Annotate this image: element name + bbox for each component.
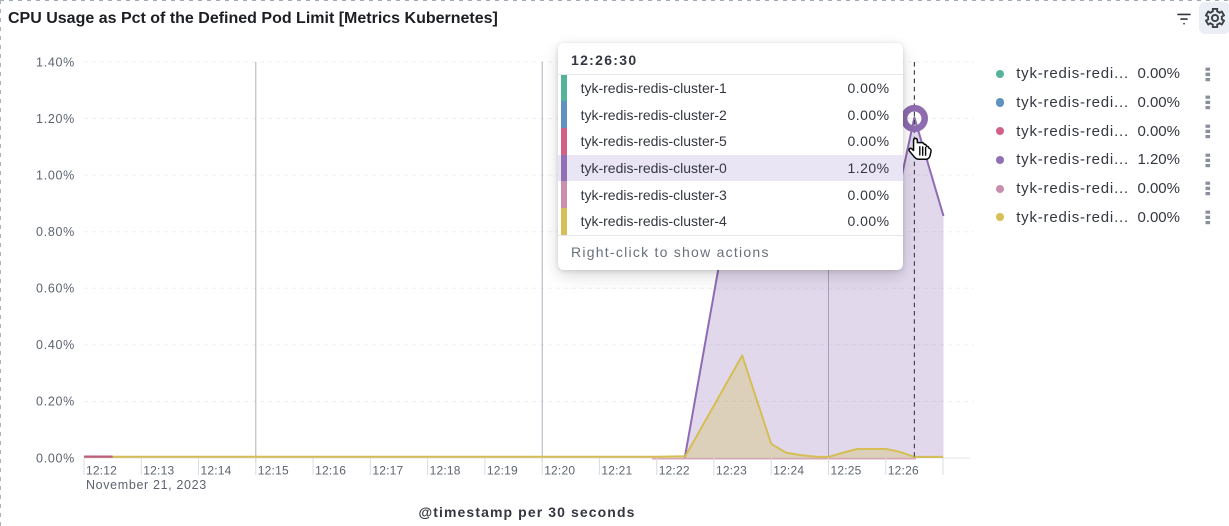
svg-text:12:19: 12:19 xyxy=(487,464,518,478)
svg-text:0.80%: 0.80% xyxy=(36,225,75,239)
svg-text:12:18: 12:18 xyxy=(430,464,461,478)
svg-text:12:16: 12:16 xyxy=(315,464,346,478)
svg-text:12:15: 12:15 xyxy=(258,464,289,478)
svg-text:@timestamp per 30 seconds: @timestamp per 30 seconds xyxy=(419,504,636,520)
svg-text:12:14: 12:14 xyxy=(201,464,232,478)
svg-text:November 21, 2023: November 21, 2023 xyxy=(86,478,207,492)
svg-text:12:21: 12:21 xyxy=(601,464,632,478)
svg-text:12:12: 12:12 xyxy=(86,464,117,478)
svg-text:12:26: 12:26 xyxy=(888,464,919,478)
svg-text:12:17: 12:17 xyxy=(372,464,403,478)
svg-text:12:20: 12:20 xyxy=(544,464,575,478)
svg-text:12:23: 12:23 xyxy=(716,464,747,478)
svg-text:0.20%: 0.20% xyxy=(36,395,75,409)
svg-text:0.40%: 0.40% xyxy=(36,338,75,352)
svg-text:0.00%: 0.00% xyxy=(36,451,75,465)
svg-text:12:13: 12:13 xyxy=(143,464,174,478)
svg-text:1.20%: 1.20% xyxy=(36,112,75,126)
svg-text:12:24: 12:24 xyxy=(773,464,804,478)
svg-text:1.40%: 1.40% xyxy=(36,55,75,69)
svg-text:12:22: 12:22 xyxy=(659,464,690,478)
svg-text:0.60%: 0.60% xyxy=(36,282,75,296)
svg-text:1.00%: 1.00% xyxy=(36,168,75,182)
svg-text:12:25: 12:25 xyxy=(831,464,862,478)
